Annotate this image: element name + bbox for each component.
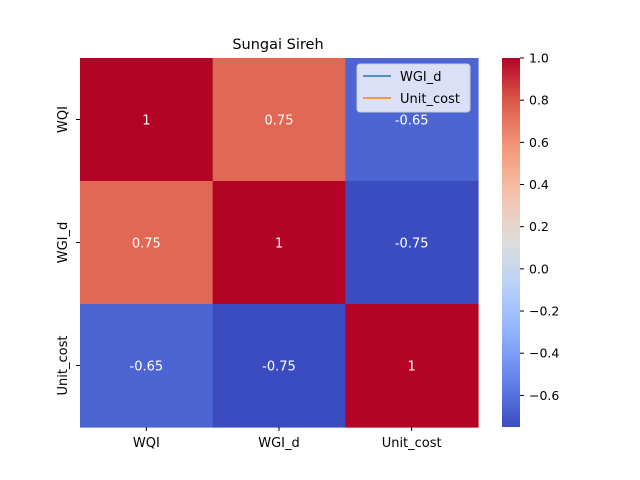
legend-label: Unit_cost: [400, 92, 460, 107]
y-axis: WQI WGI_d Unit_cost: [56, 106, 80, 395]
chart-title: Sungai Sireh: [232, 37, 323, 53]
heatmap-cell: [345, 304, 479, 428]
cell-annotation: 0.75: [132, 237, 161, 252]
cell-annotation: -0.75: [395, 237, 429, 252]
legend-label: WGI_d: [400, 70, 442, 85]
cell-annotation: 0.75: [265, 114, 294, 129]
heatmap-cell: [212, 181, 346, 305]
x-tick-label: Unit_cost: [382, 436, 442, 451]
heatmap-cell: [80, 304, 214, 428]
cell-annotation: -0.75: [262, 360, 296, 375]
heatmap-cell: [212, 304, 346, 428]
cell-annotation: -0.65: [395, 114, 429, 129]
colorbar-tick-label: 0.0: [529, 261, 549, 276]
y-tick-label: WQI: [56, 106, 71, 133]
cell-annotation: 1: [275, 237, 283, 252]
colorbar-tick-label: 0.2: [529, 219, 549, 234]
heatmap-cell: [345, 181, 479, 305]
colorbar-tick-label: 0.6: [529, 135, 549, 150]
colorbar-tick-label: −0.6: [529, 388, 559, 403]
heatmap-cells: [80, 58, 479, 428]
colorbar-tick-label: −0.4: [529, 346, 559, 361]
heatmap-cell: [212, 58, 346, 182]
colorbar-gradient: [502, 58, 520, 427]
y-tick-label: Unit_cost: [56, 336, 71, 396]
y-tick-label: WGI_d: [56, 222, 71, 264]
colorbar-tick-label: −0.2: [529, 304, 559, 319]
cell-annotation: 1: [408, 360, 416, 375]
legend: WGI_d Unit_cost: [356, 63, 471, 113]
x-tick-label: WQI: [133, 436, 160, 451]
cell-annotation: 1: [142, 114, 150, 129]
cell-annotation: -0.65: [130, 360, 164, 375]
heatmap-annotations: 1 0.75 -0.65 0.75 1 -0.75 -0.65 -0.75 1: [130, 114, 429, 375]
colorbar-tick-label: 0.4: [529, 177, 549, 192]
x-axis: WQI WGI_d Unit_cost: [133, 427, 442, 451]
heatmap-cell: [80, 58, 214, 182]
colorbar: 1.0 0.8 0.6 0.4 0.2 0.0 −0.2 −0.4 −0.6: [502, 51, 559, 427]
colorbar-tick-label: 1.0: [529, 51, 549, 66]
heatmap-cell: [80, 181, 214, 305]
colorbar-tick-label: 0.8: [529, 93, 549, 108]
x-tick-label: WGI_d: [258, 436, 300, 451]
